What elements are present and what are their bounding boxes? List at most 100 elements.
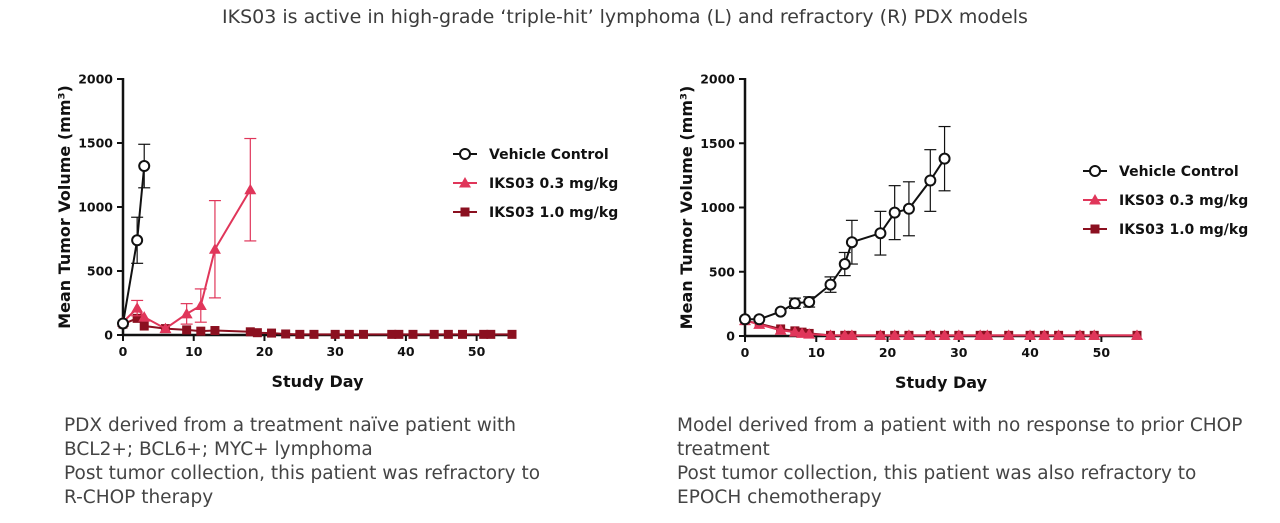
data-point (1073, 329, 1086, 340)
data-point (394, 329, 404, 339)
data-point (131, 302, 144, 313)
data-point (845, 329, 858, 340)
x-tick-label: 40 (397, 344, 415, 359)
data-point (774, 305, 787, 318)
data-point (1131, 329, 1143, 340)
y-tick-label: 2000 (700, 72, 735, 87)
data-point (245, 327, 255, 337)
legend-marker (1089, 165, 1101, 177)
data-point (788, 326, 801, 337)
legend-label: IKS03 0.3 mg/kg (489, 176, 618, 192)
legend-marker (1090, 224, 1100, 234)
x-tick-label: 20 (256, 344, 274, 359)
legend-marker (1089, 194, 1101, 205)
data-point (838, 258, 851, 271)
data-point (888, 206, 901, 219)
series-0 (739, 125, 951, 326)
data-point (196, 326, 206, 336)
x-axis-label: Study Day (895, 373, 988, 392)
data-point (952, 329, 965, 340)
x-tick-label: 10 (185, 344, 203, 359)
y-tick-label: 0 (726, 329, 735, 344)
legend-marker (459, 177, 471, 188)
data-point (874, 329, 887, 340)
x-tick-label: 30 (326, 344, 344, 359)
legend-label: Vehicle Control (489, 147, 609, 163)
data-point (443, 329, 453, 339)
caption-line: Post tumor collection, this patient was … (64, 463, 541, 484)
y-tick-label: 1000 (700, 200, 735, 215)
x-tick-label: 40 (1021, 345, 1039, 360)
data-point (429, 329, 439, 339)
data-point (1038, 329, 1051, 340)
x-tick-label: 0 (119, 344, 128, 359)
x-tick-label: 20 (879, 345, 897, 360)
data-point (210, 326, 220, 336)
data-point (408, 329, 418, 339)
data-point (924, 174, 937, 187)
y-tick-label: 1500 (700, 136, 735, 151)
data-point (281, 329, 291, 339)
y-tick-label: 1000 (78, 200, 113, 215)
data-point (824, 329, 837, 340)
legend-marker (460, 207, 470, 217)
y-axis-label: Mean Tumor Volume (mm³) (677, 86, 696, 330)
x-tick-label: 50 (1093, 345, 1111, 360)
data-point (344, 329, 354, 339)
chart-right: 0 500 1000 1500 2000 0 10 20 30 40 50 Study Day Mean… (677, 72, 1248, 393)
data-point (194, 299, 207, 311)
y-tick-label: 500 (709, 264, 735, 279)
data-point (774, 324, 787, 335)
caption-right: Model derived from a patient with no res… (677, 414, 1277, 510)
data-point (180, 307, 193, 319)
chart-left: 0 500 1000 1500 2000 0 10 20 30 40 50 Study Day Mean… (55, 72, 618, 392)
data-point (902, 202, 915, 215)
data-point (138, 160, 151, 173)
data-point (267, 328, 277, 338)
legend-label: IKS03 1.0 mg/kg (1119, 222, 1248, 238)
data-point (295, 329, 305, 339)
series-line (745, 158, 946, 321)
data-point (358, 329, 368, 339)
data-point (753, 313, 766, 326)
series-0 (117, 143, 151, 330)
data-point (159, 322, 172, 334)
data-point (139, 321, 149, 331)
data-point (309, 329, 319, 339)
data-point (138, 311, 151, 322)
x-tick-label: 30 (950, 345, 968, 360)
data-point (938, 152, 951, 165)
data-point (208, 243, 221, 254)
data-point (938, 329, 951, 340)
y-axis-label: Mean Tumor Volume (mm³) (55, 85, 74, 329)
data-point (888, 329, 901, 340)
caption-line: BCL2+; BCL6+; MYC+ lymphoma (64, 439, 373, 460)
data-point (330, 329, 340, 339)
caption-line: EPOCH chemotherapy (677, 487, 882, 508)
data-point (457, 329, 467, 339)
data-point (479, 329, 489, 339)
caption-line: R-CHOP therapy (64, 487, 214, 508)
series-1 (739, 314, 1143, 340)
data-point (117, 317, 129, 330)
x-tick-label: 0 (741, 345, 750, 360)
page-title: IKS03 is active in high-grade ‘triple-hi… (222, 6, 1028, 28)
data-point (252, 328, 262, 338)
data-point (788, 297, 801, 310)
legend-marker (459, 148, 471, 160)
data-point (486, 329, 496, 339)
data-point (507, 329, 517, 339)
data-point (902, 329, 915, 340)
data-point (182, 325, 192, 335)
data-point (739, 313, 751, 326)
data-point (924, 329, 937, 340)
data-point (132, 313, 142, 323)
data-point (1002, 329, 1015, 340)
data-point (131, 234, 144, 247)
y-tick-label: 1500 (78, 136, 113, 151)
y-tick-label: 500 (87, 264, 113, 279)
caption-line: treatment (677, 439, 770, 460)
data-point (1024, 329, 1037, 340)
series-2 (118, 313, 517, 339)
data-point (845, 236, 858, 249)
